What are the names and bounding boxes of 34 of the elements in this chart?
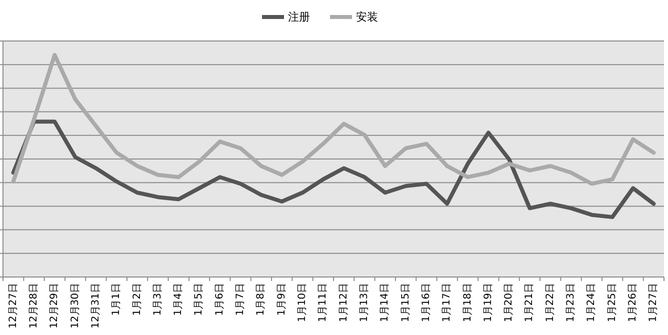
- x-tick-label: 1月19日: [482, 283, 494, 322]
- x-tick-label: 1月22日: [544, 283, 556, 322]
- x-tick-label: 1月26日: [628, 283, 639, 322]
- x-tick-label: 1月18日: [462, 283, 474, 322]
- x-tick-label: 1月15日: [400, 283, 412, 322]
- x-tick-label: 1月1日: [111, 283, 122, 316]
- x-tick-label: 1月6日: [214, 283, 226, 316]
- x-tick-label: 1月3日: [152, 283, 164, 316]
- x-tick-label: 12月31日: [90, 283, 102, 328]
- x-tick-label: 1月10日: [297, 283, 308, 322]
- x-tick-label: 1月5日: [194, 283, 205, 316]
- x-tick-label: 1月17日: [442, 283, 453, 322]
- x-tick-label: 12月29日: [49, 283, 60, 328]
- x-tick-label: 1月4日: [173, 283, 184, 316]
- x-tick-label: 1月7日: [235, 283, 246, 316]
- x-tick-label: 1月8日: [256, 283, 267, 316]
- x-tick-label: 1月27日: [648, 283, 660, 322]
- x-tick-label: 1月20日: [504, 283, 515, 322]
- legend-label: 注册: [288, 10, 310, 24]
- x-tick-label: 12月27日: [8, 283, 19, 328]
- x-tick-label: 1月2日: [132, 283, 143, 316]
- x-tick-label: 12月30日: [70, 283, 81, 328]
- x-tick-label: 1月21日: [524, 283, 536, 322]
- x-tick-label: 1月14日: [380, 283, 391, 322]
- x-tick-label: 1月13日: [358, 283, 370, 322]
- x-tick-label: 1月9日: [276, 283, 288, 316]
- x-tick-label: 12月28日: [28, 283, 40, 328]
- x-tick-label: 1月25日: [606, 283, 618, 322]
- x-tick-label: 1月12日: [338, 283, 350, 322]
- x-tick-label: 1月11日: [318, 283, 329, 322]
- x-tick-label: 1月16日: [420, 283, 432, 322]
- x-tick-label: 1月23日: [566, 283, 577, 322]
- x-tick-label: 1月24日: [586, 283, 598, 322]
- legend-label: 安装: [356, 10, 378, 24]
